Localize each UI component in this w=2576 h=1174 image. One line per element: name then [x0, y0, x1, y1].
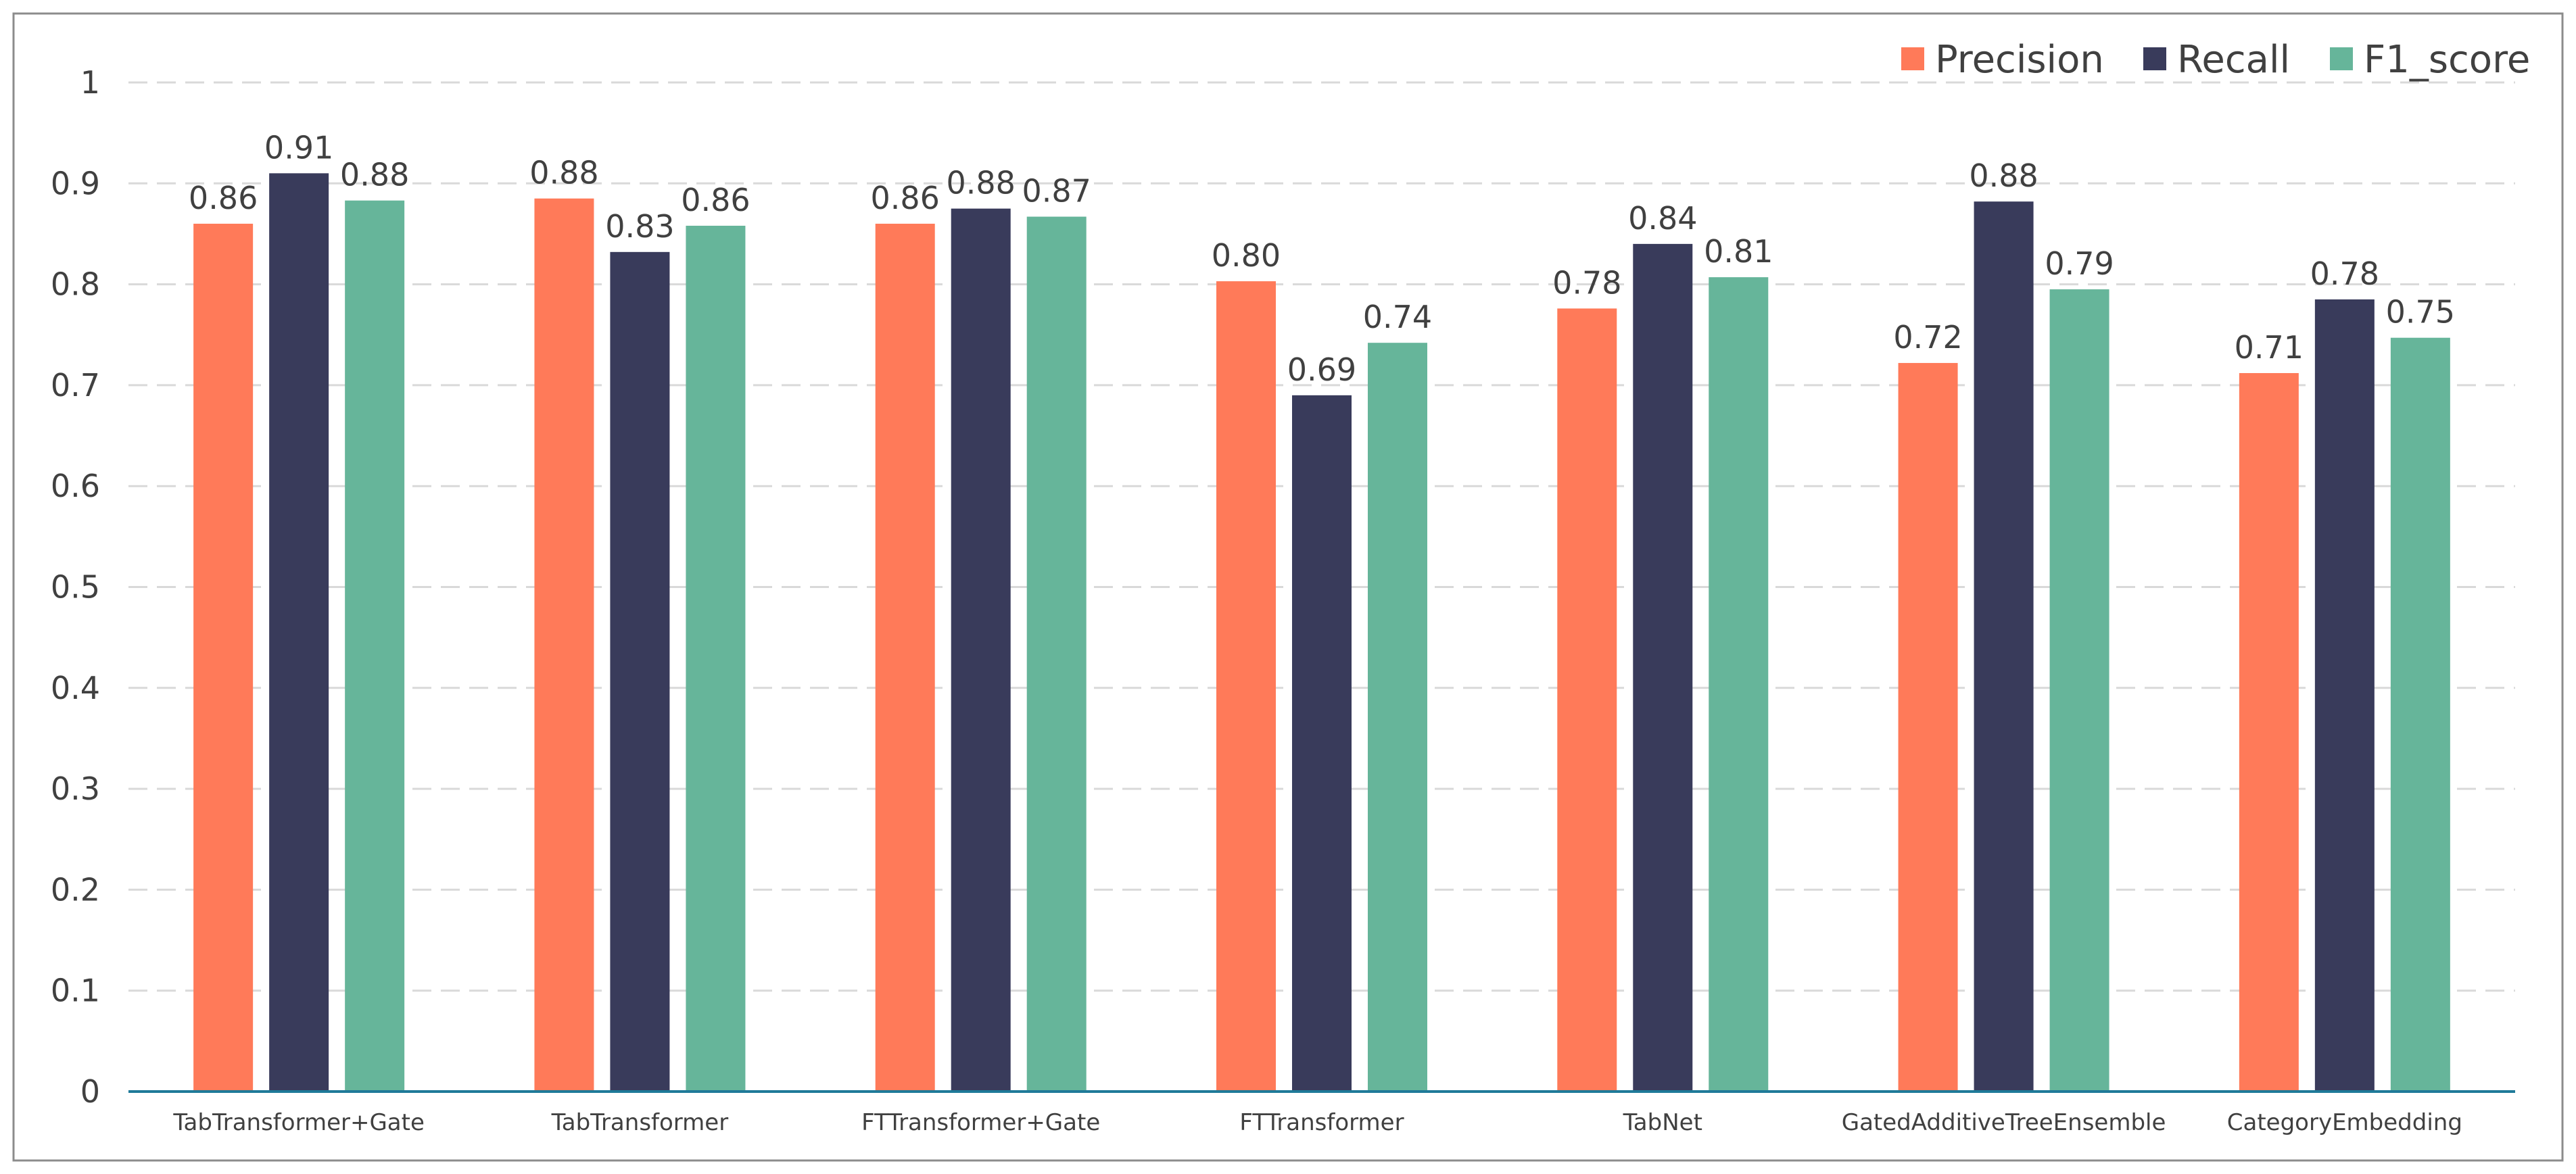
bars [193, 173, 2450, 1092]
data-label: 0.78 [2310, 255, 2379, 292]
x-tick-label: TabTransformer+Gate [172, 1109, 425, 1136]
bar-f1-score [2390, 337, 2450, 1092]
data-label: 0.72 [1893, 319, 1962, 356]
data-label: 0.86 [871, 180, 940, 216]
legend-label: Recall [2177, 38, 2290, 82]
bar-precision [193, 224, 254, 1092]
data-label: 0.79 [2045, 245, 2114, 282]
legend-label: Precision [1935, 38, 2104, 82]
bar-f1-score [1026, 216, 1087, 1092]
x-tick-label: FTTransformer [1239, 1109, 1404, 1136]
data-label: 0.78 [1552, 264, 1621, 301]
bar-precision [1216, 281, 1276, 1092]
data-label: 0.87 [1022, 173, 1091, 210]
bar-precision [1898, 363, 1958, 1092]
x-tick-label: CategoryEmbedding [2227, 1109, 2462, 1136]
y-tick-label: 0 [80, 1073, 100, 1110]
bar-f1-score [1368, 343, 1427, 1092]
legend-swatch [2143, 47, 2166, 70]
y-tick-label: 0.6 [51, 468, 100, 504]
data-label: 0.88 [1969, 157, 2038, 194]
bar-recall [2314, 299, 2375, 1092]
bar-recall [1974, 201, 2034, 1092]
y-tick-label: 0.9 [51, 165, 100, 201]
chart-frame [12, 12, 2564, 1162]
data-label: 0.88 [340, 157, 409, 193]
y-tick-label: 0.2 [51, 871, 100, 908]
gridlines [128, 81, 2515, 992]
y-tick-label: 0.5 [51, 569, 100, 606]
legend-swatch [1901, 47, 1924, 70]
data-label: 0.84 [1628, 200, 1697, 237]
bar-f1-score [686, 226, 746, 1092]
data-label: 0.74 [1363, 299, 1432, 335]
y-tick-label: 0.4 [51, 670, 100, 706]
data-label: 0.69 [1287, 351, 1356, 388]
x-tick-label: FTTransformer+Gate [861, 1109, 1100, 1136]
y-axis-ticks: 0 0.1 0.2 0.3 0.4 0.5 0.6 0.7 0.8 0.9 1 [51, 64, 100, 1110]
bar-recall [1633, 243, 1693, 1092]
y-tick-label: 0.8 [51, 266, 100, 303]
x-tick-label: TabTransformer [551, 1109, 729, 1136]
data-label: 0.81 [1704, 233, 1773, 270]
x-axis: TabTransformer+Gate TabTransformer FTTrans… [128, 1090, 2515, 1136]
data-label: 0.88 [529, 155, 598, 191]
data-label: 0.80 [1212, 237, 1281, 274]
bar-recall [951, 208, 1011, 1092]
data-label: 0.83 [605, 208, 674, 245]
bar-recall [1292, 395, 1352, 1092]
data-labels: 0.860.910.88 0.880.830.86 0.86 0.88 0.870.80… [189, 129, 2455, 387]
bar-precision [875, 224, 935, 1092]
data-label: 0.91 [264, 129, 333, 166]
data-label: 0.71 [2235, 329, 2304, 366]
bar-precision [1557, 308, 1617, 1092]
data-label: 0.88 [947, 165, 1016, 201]
x-tick-label: GatedAdditiveTreeEnsemble [1842, 1109, 2166, 1136]
bar-f1-score [1709, 277, 1769, 1092]
y-tick-label: 0.1 [51, 973, 100, 1009]
x-tick-label: TabNet [1623, 1109, 1702, 1136]
y-tick-label: 0.7 [51, 367, 100, 403]
legend: Precision Recall F1_score [1901, 38, 2530, 82]
legend-swatch [2330, 47, 2353, 70]
bar-recall [610, 251, 670, 1092]
bar-recall [269, 173, 329, 1092]
bar-precision [534, 198, 594, 1092]
legend-label: F1_score [2364, 38, 2530, 82]
bar-f1-score [2049, 289, 2109, 1092]
data-label: 0.86 [681, 182, 750, 218]
data-label: 0.75 [2386, 294, 2455, 331]
bar-f1-score [345, 200, 405, 1092]
data-label: 0.86 [189, 180, 258, 216]
y-tick-label: 0.3 [51, 771, 100, 807]
bar-precision [2239, 372, 2299, 1092]
y-tick-label: 1 [80, 64, 100, 101]
